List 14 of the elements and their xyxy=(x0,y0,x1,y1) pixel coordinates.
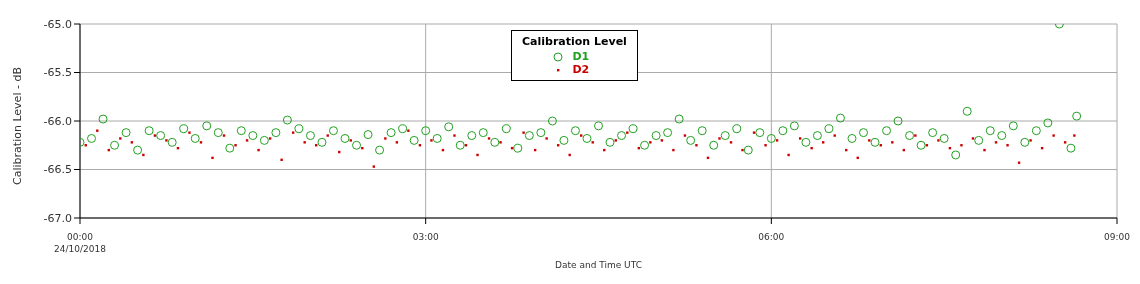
y-tick-label: -66.5 xyxy=(43,163,72,177)
legend-title: Calibration Level xyxy=(522,35,627,48)
x-tick-label: 03:00 xyxy=(412,232,439,242)
x-tick-label: 09:00 xyxy=(1104,232,1131,242)
y-tick-label: -65.5 xyxy=(43,66,72,80)
y-tick-label: -65.0 xyxy=(43,17,72,31)
x-axis-title: Date and Time UTC xyxy=(555,260,642,270)
legend-label: D1 xyxy=(572,50,591,63)
legend-label: D2 xyxy=(572,63,591,76)
y-tick-label: -66.0 xyxy=(43,114,72,128)
y-axis-title: Calibration Level - dB xyxy=(11,67,24,185)
x-tick-label: 06:00 xyxy=(758,232,785,242)
x-tick-label: 00:00 24/10/2018 xyxy=(54,232,107,254)
y-tick-label: -67.0 xyxy=(43,211,72,225)
